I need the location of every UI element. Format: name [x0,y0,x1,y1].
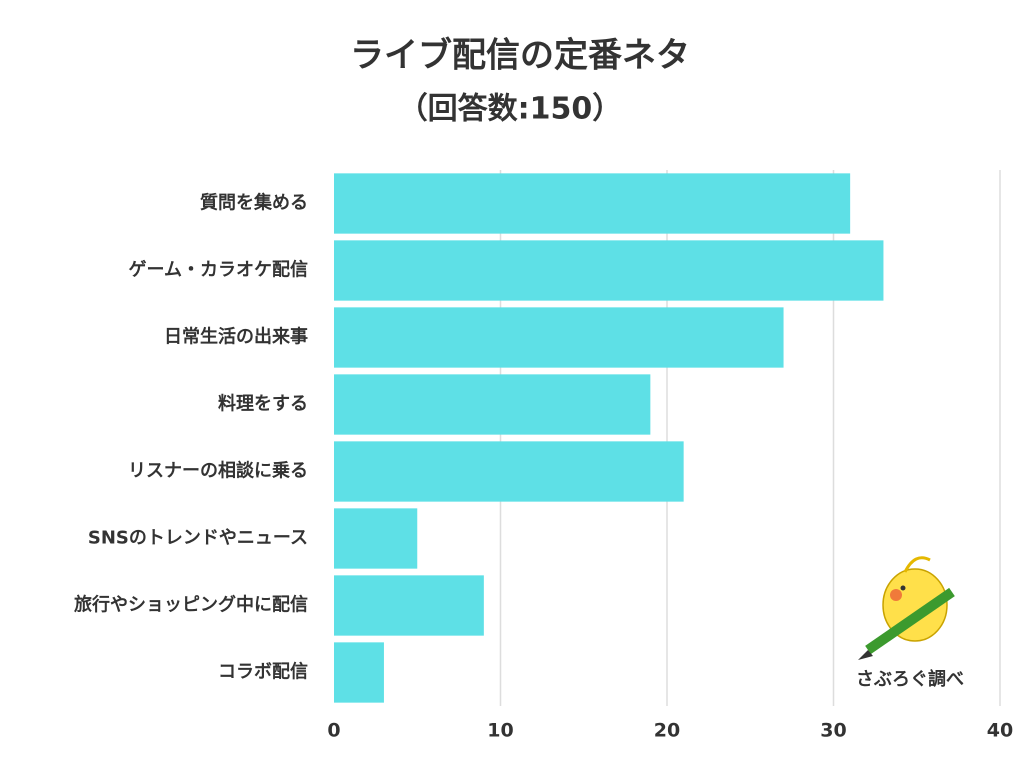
y-tick-label: 日常生活の出来事 [164,326,308,348]
x-tick-label: 40 [987,720,1013,742]
bar [334,173,851,234]
y-tick-label: ゲーム・カラオケ配信 [129,259,308,281]
y-tick-label: 旅行やショッピング中に配信 [74,594,308,616]
y-tick-label: SNSのトレンドやニュース [88,528,308,549]
mascot: さぶろぐ調べ [856,556,964,690]
bar [334,508,418,569]
y-tick-label: リスナーの相談に乗る [128,460,308,482]
bar [334,240,884,301]
bar [334,575,484,636]
x-tick-label: 10 [487,720,513,742]
bar [334,374,651,435]
y-tick-label: 質問を集める [200,192,308,214]
chart-title: ライブ配信の定番ネタ [350,36,690,76]
bar [334,642,384,703]
bar [334,307,784,368]
chart-subtitle: （回答数:150） [398,92,623,127]
y-tick-label: コラボ配信 [218,661,308,683]
x-tick-label: 30 [820,720,846,742]
x-tick-label: 20 [654,720,680,742]
x-tick-label: 0 [327,720,340,742]
annotation: さぶろぐ調べ [856,668,964,690]
bar [334,441,684,502]
y-tick-label: 料理をする [218,393,308,415]
